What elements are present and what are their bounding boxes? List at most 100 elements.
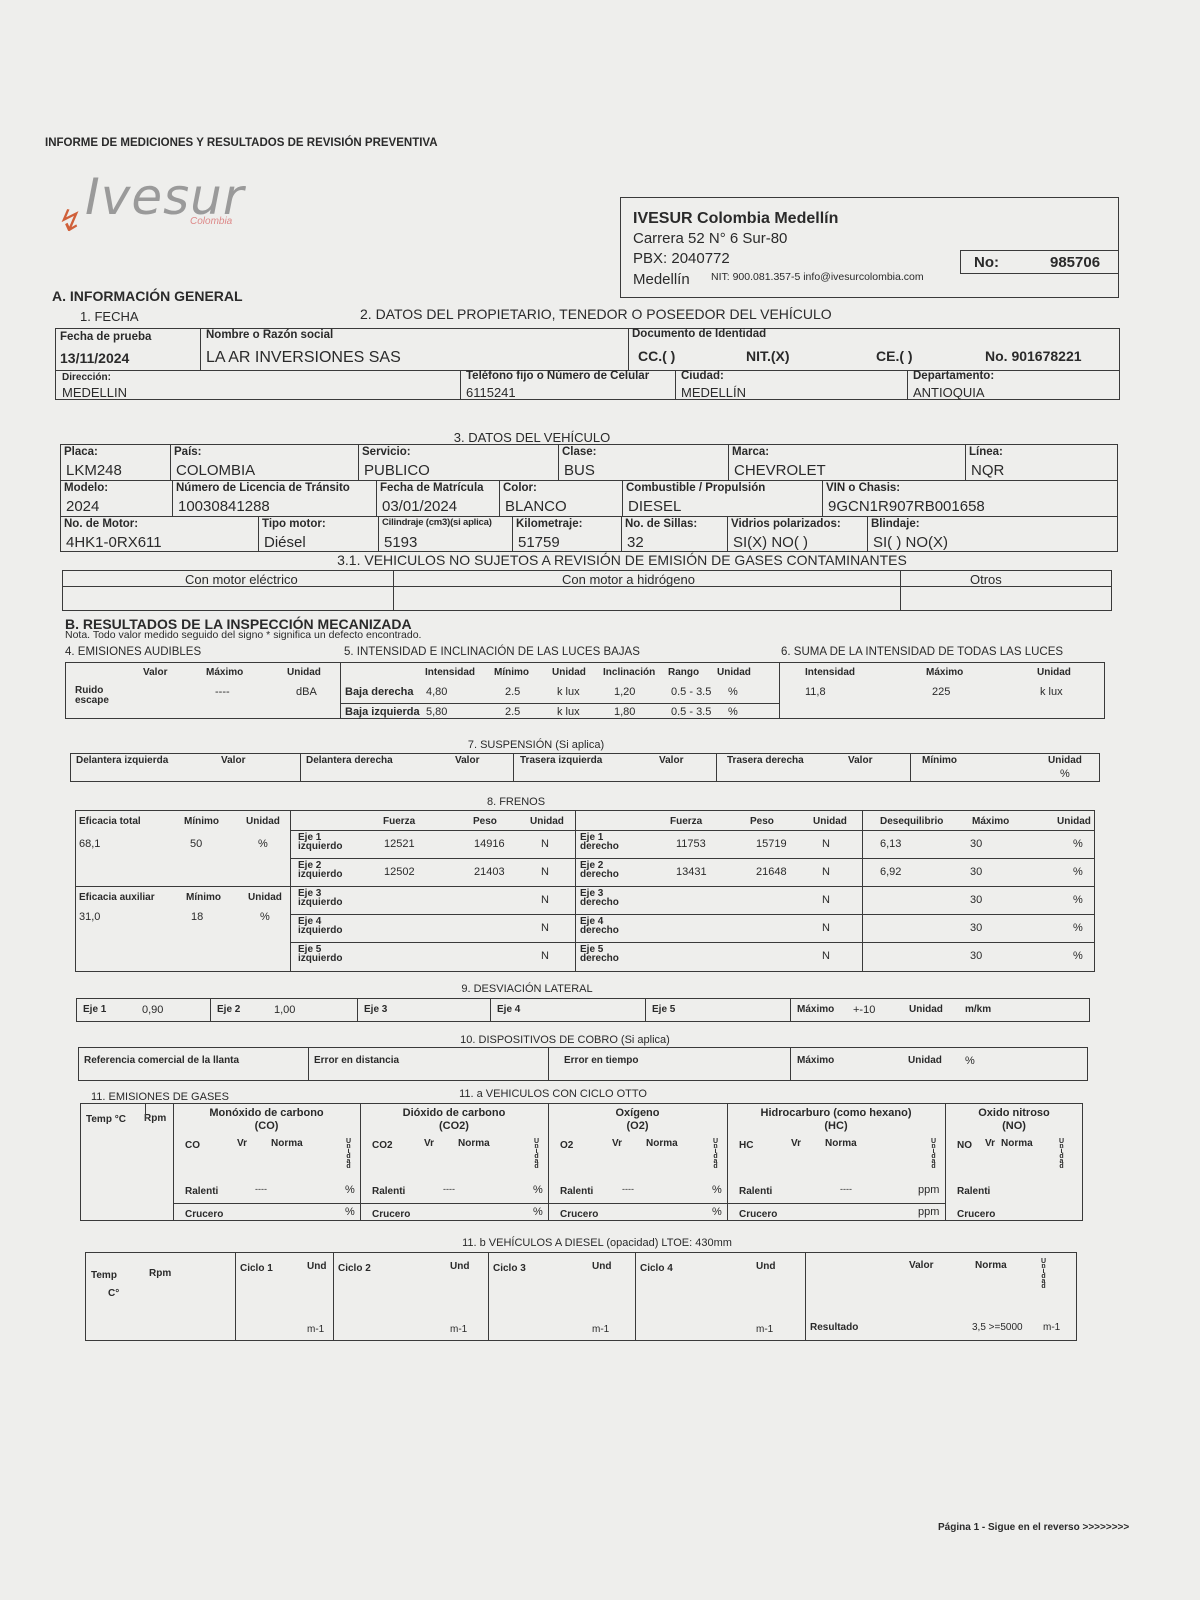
gas-row-divider [727, 1203, 945, 1204]
gas-group-title: Monóxido de carbono [209, 1107, 324, 1119]
vehicle-field-value: PUBLICO [364, 462, 430, 479]
deviation-cell: Eje 3 [364, 1004, 388, 1015]
vehicle-field-value: COLOMBIA [176, 462, 256, 479]
lights-cell: 4,80 [426, 686, 448, 698]
gas-norma: Norma [646, 1138, 678, 1149]
vehicle-field-value: CHEVROLET [734, 462, 826, 479]
brake-cell: N [541, 838, 549, 850]
gas-group-sub: (CO2) [439, 1120, 469, 1132]
diesel-und-label: Und [592, 1261, 612, 1272]
gas-norma: Norma [458, 1138, 490, 1149]
gas-group-sub: (NO) [1002, 1120, 1026, 1132]
exempt-table [62, 570, 1112, 611]
deviation-cell: 0,90 [142, 1004, 164, 1016]
suspension-label: Valor [221, 755, 246, 766]
otto-divider [727, 1103, 728, 1221]
logo-swoosh-icon: ↯ [55, 205, 81, 238]
lights-sum-unidad: k lux [1040, 686, 1063, 698]
vehicle-divider [621, 516, 622, 552]
deviation-cell: m/km [965, 1004, 992, 1015]
gas-ralenti-unit: % [345, 1184, 355, 1196]
documento-label: Documento de Identidad [632, 328, 767, 340]
brake-axle-left: Eje 5 izquierdo [298, 944, 343, 964]
diesel-ciclo-label: Ciclo 1 [240, 1263, 273, 1274]
brake-cell: 21403 [474, 866, 505, 878]
diesel-valor-label: Valor [909, 1260, 934, 1271]
diesel-ciclo-unit: m-1 [756, 1324, 774, 1335]
eficacia-aux-unit: % [260, 911, 270, 923]
vehicle-field-value: 32 [627, 534, 644, 551]
gas-ralenti-unit: % [533, 1184, 543, 1196]
audible-header-unidad: Unidad [287, 667, 321, 678]
eficacia-aux-value: 31,0 [79, 911, 101, 923]
diesel-resultado-label: Resultado [810, 1322, 859, 1333]
eficacia-aux-min: 18 [191, 911, 204, 923]
vehicle-divider [172, 480, 173, 516]
gas-code: CO2 [372, 1140, 393, 1151]
lights-sum-maximo: 225 [932, 686, 951, 698]
documento-number: No. 901678221 [985, 348, 1082, 364]
company-name: IVESUR Colombia Medellín [633, 210, 839, 227]
gas-vr: Vr [424, 1138, 435, 1149]
vehicle-field-label: Número de Licencia de Tránsito [176, 482, 350, 494]
charging-unit: % [965, 1055, 975, 1067]
charging-title: 10. DISPOSITIVOS DE COBRO (Si aplica) [460, 1034, 670, 1046]
gas-unidad: Unidad [533, 1138, 540, 1168]
lights-header: Mínimo [494, 667, 529, 678]
vehicle-field-label: País: [174, 446, 202, 458]
eficacia-total-label: Eficacia total [79, 816, 141, 827]
otto-table [80, 1103, 1083, 1221]
audible-title: 4. EMISIONES AUDIBLES [65, 646, 202, 658]
brake-cell: 13431 [676, 866, 707, 878]
brake-cell: 6,13 [880, 838, 902, 850]
lights-header: Inclinación [603, 667, 656, 678]
vehicle-field-value: 10030841288 [178, 498, 270, 515]
ciudad-label: Ciudad: [681, 370, 724, 382]
gas-ralenti-label: Ralenti [185, 1186, 219, 1197]
audible-label: Ruido escape [75, 685, 109, 706]
gas-group-title: Dióxido de carbono [402, 1107, 506, 1119]
eficacia-total-unit: % [258, 838, 268, 850]
lights-cell: 2.5 [505, 686, 521, 698]
brake-cell: 30 [970, 866, 983, 878]
gas-unidad: Unidad [345, 1138, 352, 1168]
company-pbx: PBX: 2040772 [633, 250, 730, 267]
company-city: Medellín [633, 271, 690, 288]
gas-group-title: Hidrocarburo (como hexano) [760, 1107, 912, 1119]
eficacia-aux-label: Eficacia auxiliar [79, 892, 155, 903]
gas-group-sub: (O2) [626, 1120, 649, 1132]
brakes-header-right: Desequilibrio [880, 816, 944, 827]
gas-ralenti-unit: % [712, 1184, 722, 1196]
lights-sum-header-maximo: Máximo [926, 667, 964, 678]
lights-cell: Baja izquierda [345, 706, 420, 718]
gas-ralenti-label: Ralenti [560, 1186, 594, 1197]
diesel-ciclo-unit: m-1 [307, 1324, 325, 1335]
gas-ralenti-label: Ralenti [372, 1186, 406, 1197]
vehicle-divider [378, 516, 379, 552]
lights-cell: 0.5 - 3.5 [671, 706, 712, 718]
brakes-header-left: Fuerza [383, 816, 416, 827]
lights-cell: 2.5 [505, 706, 521, 718]
brakes-title: 8. FRENOS [486, 796, 546, 808]
eficacia-total-value: 68,1 [79, 838, 101, 850]
diesel-divider [488, 1252, 489, 1341]
gas-unidad: Unidad [712, 1138, 719, 1168]
page-footer: Página 1 - Sigue en el reverso >>>>>>>> [938, 1522, 1130, 1533]
brake-cell: % [1073, 894, 1083, 906]
fecha-value: 13/11/2024 [60, 350, 130, 366]
suspension-divider [910, 753, 911, 782]
diesel-norma-value: 3,5 >=5000 [972, 1322, 1023, 1333]
vehicle-divider [499, 480, 500, 516]
eficacia-total-unit-label: Unidad [246, 816, 280, 827]
vehicle-field-value: 9GCN1R907RB001658 [828, 498, 985, 515]
deviation-title: 9. DESVIACIÓN LATERAL [461, 983, 593, 995]
vehicle-field-label: Cilindraje (cm3)(si aplica) [382, 517, 492, 528]
lights-cell: 0.5 - 3.5 [671, 686, 712, 698]
report-title: INFORME DE MEDICIONES Y RESULTADOS DE RE… [45, 137, 438, 149]
vehicle-divider [622, 480, 623, 516]
exempt-col-other: Otros [970, 572, 1002, 587]
suspension-label: Trasera derecha [727, 755, 804, 766]
deviation-table [76, 998, 1090, 1022]
diesel-unidad-label: Unidad [1040, 1258, 1047, 1288]
gas-row-divider [360, 1203, 548, 1204]
